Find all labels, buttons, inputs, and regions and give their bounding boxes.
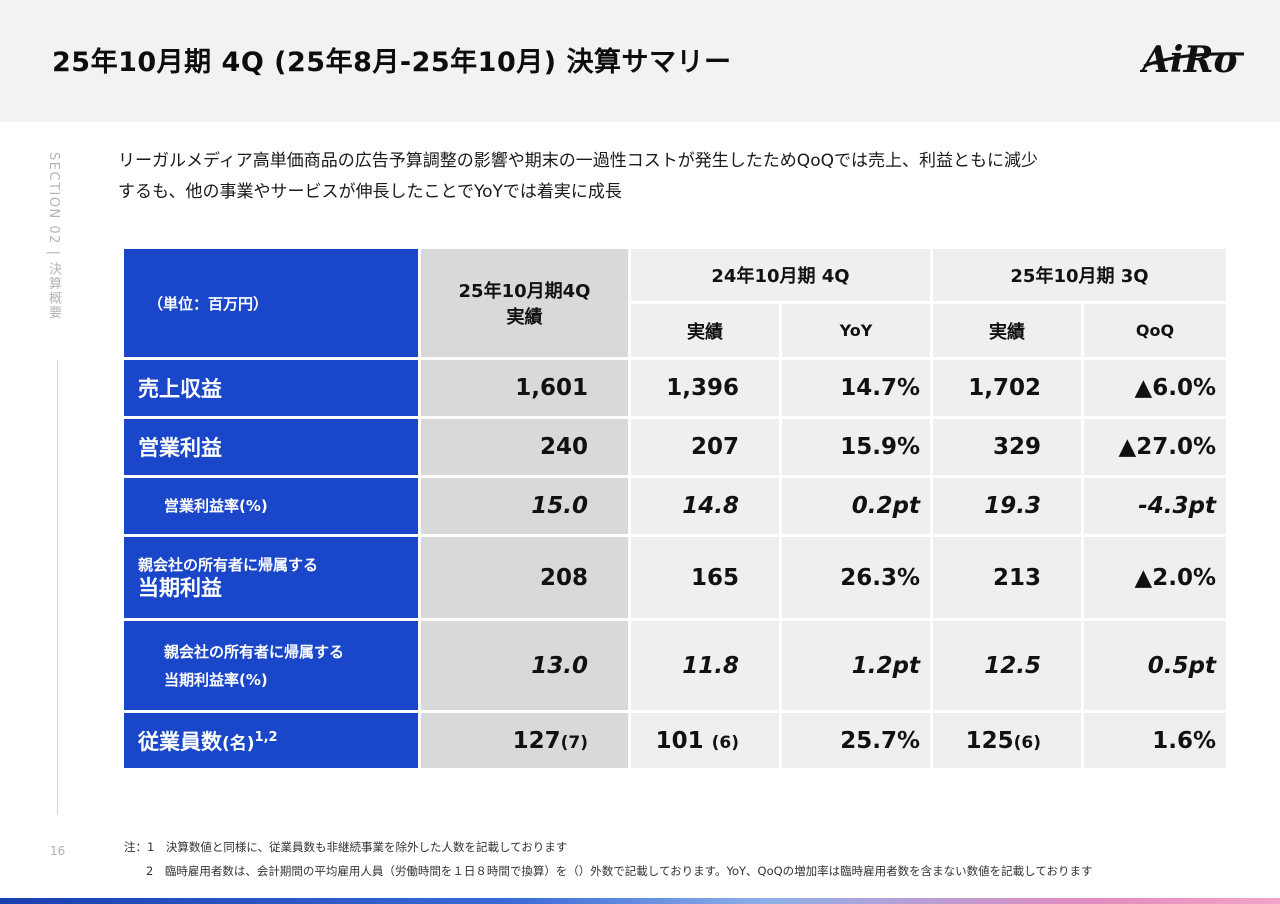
cell-current: 127(7): [421, 713, 628, 768]
cell-prev-quarter: 125(6): [933, 713, 1081, 768]
cell-qoq: ▲2.0%: [1084, 537, 1226, 618]
section-label: SECTION 02 | 決算概要: [46, 152, 61, 321]
table-row: 親会社の所有者に帰属する 当期利益 208 165 26.3% 213 ▲2.0…: [124, 537, 1226, 618]
side-divider: [57, 360, 58, 815]
row-label-operating-margin: 営業利益率(%): [124, 478, 418, 534]
table-row: 従業員数(名)1,2 127(7) 101 (6) 25.7% 125(6) 1…: [124, 713, 1226, 768]
unit-label: （単位：百万円）: [148, 294, 269, 313]
row-label-net-margin: 親会社の所有者に帰属する 当期利益率(%): [124, 621, 418, 710]
cell-yoy: 26.3%: [782, 537, 930, 618]
cell-prev-quarter: 329: [933, 419, 1081, 475]
cell-yoy: 0.2pt: [782, 478, 930, 534]
bottom-gradient-bar: [0, 898, 1280, 904]
employees-label: 従業員数: [138, 729, 222, 754]
employees-current: 127: [512, 727, 561, 754]
row-label-net-income-line2: 当期利益: [138, 575, 222, 600]
cell-prev-year: 11.8: [631, 621, 779, 710]
cell-yoy: 25.7%: [782, 713, 930, 768]
cell-current: 208: [421, 537, 628, 618]
prev-quarter-actual-header: 実績: [933, 304, 1081, 357]
cell-qoq: 1.6%: [1084, 713, 1226, 768]
employees-prev-year: 101: [655, 727, 704, 754]
employees-unit: (名): [222, 733, 255, 754]
cell-prev-year: 1,396: [631, 360, 779, 416]
cell-qoq: ▲27.0%: [1084, 419, 1226, 475]
employees-prev-quarter: 125: [965, 727, 1014, 754]
cell-prev-year: 14.8: [631, 478, 779, 534]
cell-current: 1,601: [421, 360, 628, 416]
cell-prev-year: 207: [631, 419, 779, 475]
cell-current: 240: [421, 419, 628, 475]
footnote-1: 注：1 決算数値と同様に、従業員数も非継続事業を除外した人数を記載しております: [124, 840, 568, 854]
header-band: 25年10月期 4Q (25年8月-25年10月) 決算サマリー AiRo: [0, 0, 1280, 122]
employees-prev-year-temp: (6): [711, 732, 739, 753]
yoy-header: YoY: [782, 304, 930, 357]
cell-qoq: 0.5pt: [1084, 621, 1226, 710]
table-row: 親会社の所有者に帰属する 当期利益率(%) 13.0 11.8 1.2pt 12…: [124, 621, 1226, 710]
row-label-employees: 従業員数(名)1,2: [124, 713, 418, 768]
table-row: 売上収益 1,601 1,396 14.7% 1,702 ▲6.0%: [124, 360, 1226, 416]
cell-current: 13.0: [421, 621, 628, 710]
cell-prev-quarter: 12.5: [933, 621, 1081, 710]
current-header-line2: 実績: [506, 307, 543, 328]
prev-year-group-header: 24年10月期 4Q: [631, 249, 930, 301]
prev-year-actual-header: 実績: [631, 304, 779, 357]
airo-logo: AiRo: [1140, 39, 1245, 81]
employees-note-ref: 1,2: [254, 729, 278, 745]
unit-label-cell: （単位：百万円）: [124, 249, 418, 357]
cell-prev-quarter: 19.3: [933, 478, 1081, 534]
employees-current-temp: (7): [560, 732, 588, 753]
cell-yoy: 1.2pt: [782, 621, 930, 710]
cell-yoy: 14.7%: [782, 360, 930, 416]
summary-line-2: するも、他の事業やサービスが伸長したことでYoYでは着実に成長: [118, 182, 622, 202]
qoq-header: QoQ: [1084, 304, 1226, 357]
row-label-revenue: 売上収益: [124, 360, 418, 416]
cell-prev-year: 101 (6): [631, 713, 779, 768]
row-label-net-margin-line1: 親会社の所有者に帰属する: [164, 642, 345, 661]
cell-qoq: ▲6.0%: [1084, 360, 1226, 416]
row-label-operating-profit: 営業利益: [124, 419, 418, 475]
cell-current: 15.0: [421, 478, 628, 534]
cell-prev-quarter: 1,702: [933, 360, 1081, 416]
employees-prev-quarter-temp: (6): [1013, 732, 1041, 753]
footnote-2: 2 臨時雇用者数は、会計期間の平均雇用人員（労働時間を１日８時間で換算）を（）外…: [146, 864, 1093, 878]
cell-yoy: 15.9%: [782, 419, 930, 475]
footnotes: 注：1 決算数値と同様に、従業員数も非継続事業を除外した人数を記載しております …: [124, 835, 1092, 883]
current-period-header: 25年10月期4Q 実績: [421, 249, 628, 357]
cell-prev-year: 165: [631, 537, 779, 618]
row-label-net-margin-line2: 当期利益率(%): [164, 670, 268, 689]
financial-summary-table: （単位：百万円） 25年10月期4Q 実績 24年10月期 4Q 25年10月期…: [121, 246, 1229, 771]
svg-text:AiRo: AiRo: [1140, 39, 1238, 81]
summary-line-1: リーガルメディア高単価商品の広告予算調整の影響や期末の一過性コストが発生したため…: [118, 151, 1038, 171]
summary-text: リーガルメディア高単価商品の広告予算調整の影響や期末の一過性コストが発生したため…: [118, 146, 1238, 208]
cell-prev-quarter: 213: [933, 537, 1081, 618]
page-number: 16: [50, 844, 66, 858]
page-title: 25年10月期 4Q (25年8月-25年10月) 決算サマリー: [52, 47, 732, 78]
table-row: 営業利益率(%) 15.0 14.8 0.2pt 19.3 -4.3pt: [124, 478, 1226, 534]
row-label-net-income: 親会社の所有者に帰属する 当期利益: [124, 537, 418, 618]
row-label-net-income-line1: 親会社の所有者に帰属する: [138, 555, 319, 574]
prev-quarter-group-header: 25年10月期 3Q: [933, 249, 1226, 301]
cell-qoq: -4.3pt: [1084, 478, 1226, 534]
table-row: 営業利益 240 207 15.9% 329 ▲27.0%: [124, 419, 1226, 475]
current-header-line1: 25年10月期4Q: [458, 281, 591, 302]
